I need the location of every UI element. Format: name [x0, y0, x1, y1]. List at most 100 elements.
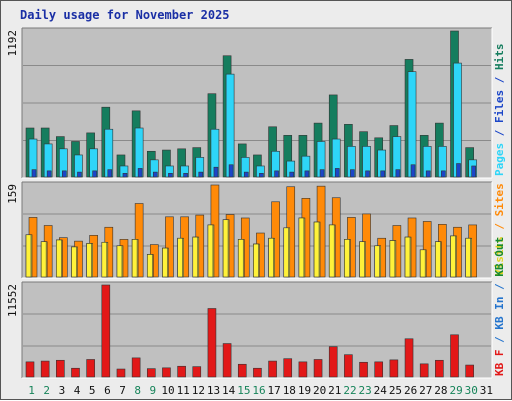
- bar-pages: [334, 168, 340, 178]
- bar-pages: [77, 171, 82, 178]
- x-tick-label: 5: [89, 384, 96, 397]
- bar-kb-f: [374, 361, 384, 378]
- legend-entry: /: [493, 330, 506, 350]
- bar-pages: [107, 169, 113, 178]
- bar-kb-f: [71, 367, 80, 378]
- bar-visits-front: [71, 246, 77, 278]
- bar-visits-front: [253, 243, 259, 278]
- x-tick-label: 28: [434, 384, 447, 397]
- bar-kb-f: [465, 364, 474, 378]
- bar-visits-front: [146, 254, 153, 278]
- bar-kb-f: [450, 334, 459, 378]
- bar-kb-f: [177, 365, 186, 378]
- bar-pages: [259, 173, 264, 178]
- x-tick-label: 29: [449, 384, 462, 397]
- x-tick-label: 13: [207, 384, 220, 397]
- x-tick-label: 30: [465, 384, 478, 397]
- bar-pages: [228, 164, 234, 178]
- x-tick-label: 6: [104, 384, 111, 397]
- bar-files: [225, 73, 235, 178]
- bar-visits-front: [101, 241, 108, 278]
- bar-pages: [46, 170, 52, 178]
- bar-pages: [31, 169, 37, 178]
- bar-kb-f: [56, 359, 65, 378]
- bar-kb-f: [25, 361, 35, 378]
- bar-pages: [152, 171, 158, 178]
- bar-kb-f: [298, 361, 308, 378]
- x-tick-label: 19: [298, 384, 311, 397]
- bar-visits-front: [56, 239, 62, 278]
- chart-title: Daily usage for November 2025: [20, 8, 230, 22]
- bar-visits-front: [25, 234, 32, 278]
- bar-pages: [92, 170, 97, 178]
- panel-bg-kb: [22, 282, 492, 378]
- bar-pages: [380, 170, 386, 178]
- bar-kb-f: [131, 357, 141, 378]
- legend-entry: /: [493, 123, 506, 143]
- bar-pages: [410, 164, 416, 178]
- bar-kb-f: [389, 359, 399, 378]
- x-tick-label: 7: [119, 384, 126, 397]
- x-tick-label: 25: [389, 384, 402, 397]
- bar-pages: [471, 165, 476, 178]
- x-tick-label: 4: [74, 384, 81, 397]
- bar-visits-front: [116, 245, 123, 278]
- bar-visits-front: [283, 227, 290, 278]
- bar-kb-f: [192, 366, 202, 378]
- bar-kb-f: [237, 363, 247, 378]
- x-tick-label: 16: [252, 384, 265, 397]
- x-tick-label: 22: [343, 384, 356, 397]
- bar-visits-front: [389, 240, 396, 278]
- bar-kb-f: [146, 368, 156, 378]
- bar-kb-f: [435, 359, 444, 378]
- x-tick-label: 3: [59, 384, 66, 397]
- bar-visits-front: [207, 224, 214, 278]
- bar-visits-front: [450, 235, 456, 278]
- bar-visits-front: [86, 243, 92, 278]
- bar-visits-front: [222, 219, 229, 278]
- x-tick-label: 11: [177, 384, 190, 397]
- bar-pages: [456, 163, 461, 178]
- bar-pages: [274, 170, 279, 178]
- bar-visits-front: [404, 236, 411, 278]
- bar-visits-front: [313, 221, 320, 278]
- bar-visits-front: [359, 241, 365, 278]
- legend-entry: Hits: [493, 44, 506, 71]
- bar-visits-front: [162, 247, 168, 278]
- legend-label-sites: Visits / Sites: [493, 183, 506, 276]
- bar-pages: [213, 166, 219, 178]
- bar-pages: [137, 168, 143, 178]
- bar-visits-front: [435, 241, 441, 278]
- legend-entry: KB F: [493, 350, 506, 377]
- bar-visits-front: [374, 245, 381, 278]
- bar-visits-front: [268, 237, 274, 278]
- x-tick-label: 9: [150, 384, 157, 397]
- x-tick-label: 23: [359, 384, 372, 397]
- x-tick-label: 20: [313, 384, 326, 397]
- bar-kb-f: [86, 359, 95, 378]
- legend-entry: /: [493, 216, 506, 236]
- x-tick-label: 12: [192, 384, 205, 397]
- bar-pages: [365, 170, 370, 178]
- y-max-label-traffic: 1192: [6, 30, 19, 57]
- bar-pages: [122, 173, 128, 178]
- bar-visits-front: [40, 241, 47, 278]
- legend-entry: Sites: [493, 183, 506, 216]
- bar-visits-front: [177, 237, 183, 278]
- legend-label-kb: KB F / KB In / KB Out: [493, 237, 506, 376]
- legend-label-traffic: Pages / Files / Hits: [493, 44, 506, 177]
- x-tick-label: 15: [237, 384, 250, 397]
- bar-pages: [304, 170, 310, 178]
- x-tick-label: 8: [134, 384, 141, 397]
- bar-visits-front: [328, 224, 335, 278]
- bar-kb-f: [328, 346, 338, 378]
- x-tick-label: 1: [28, 384, 35, 397]
- x-tick-label: 21: [328, 384, 341, 397]
- bar-kb-f: [162, 367, 171, 378]
- x-tick-label: 18: [283, 384, 296, 397]
- bar-sites: [422, 221, 432, 278]
- bar-pages: [350, 169, 355, 178]
- bar-pages: [441, 170, 446, 178]
